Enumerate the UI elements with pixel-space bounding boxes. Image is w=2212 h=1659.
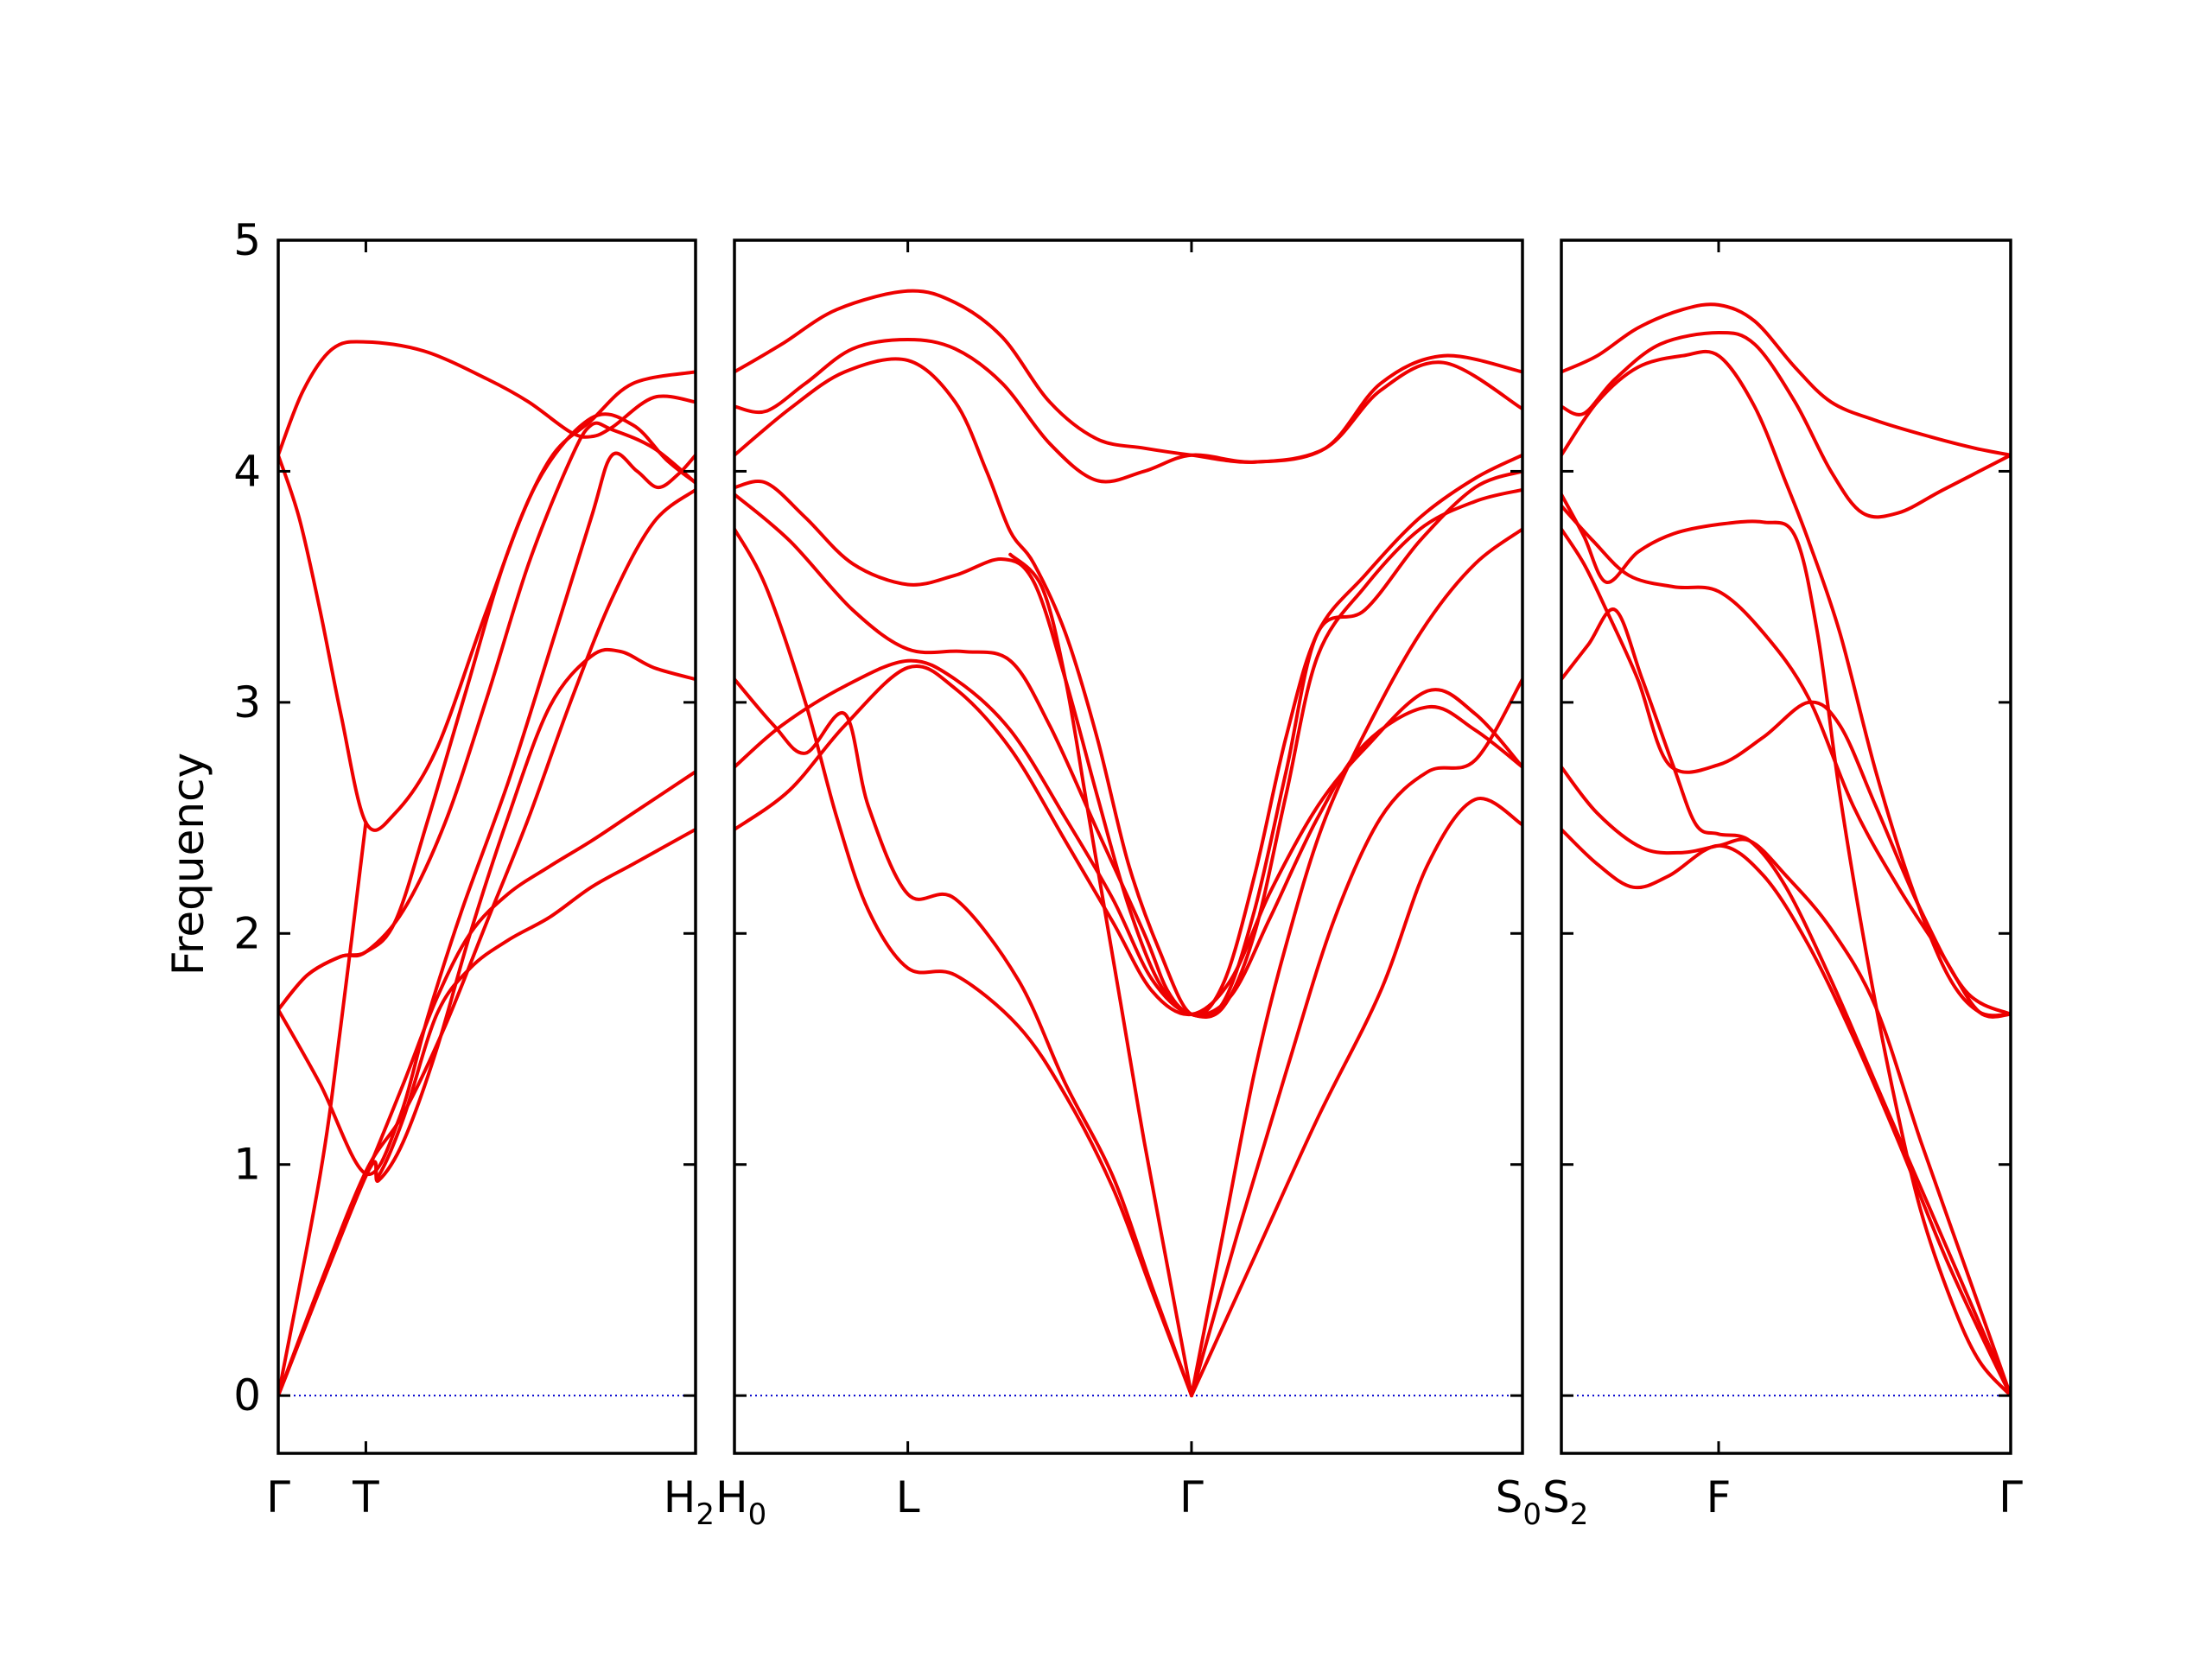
- band-line-3: [1561, 349, 2011, 1018]
- x-tick-label-1: L: [896, 1472, 920, 1522]
- x-tick-label-2: Γ: [1179, 1472, 1204, 1522]
- panel-frame: [1560, 238, 2012, 1455]
- x-tick-label-1: F: [1707, 1472, 1732, 1522]
- y-tick-label-0: 0: [233, 1370, 261, 1421]
- band-line-6: [734, 658, 1522, 1017]
- band-line-2: [278, 412, 696, 832]
- y-axis-tick-labels: 0 1 2 3 4 5: [233, 215, 261, 1421]
- band-lines: [734, 289, 1522, 1398]
- y-tick-label-3: 3: [233, 677, 261, 728]
- x-tick-label-2: Γ: [1999, 1472, 2023, 1522]
- band-line-5: [734, 487, 1522, 1019]
- band-line-3: [734, 357, 1522, 1018]
- band-line-4: [734, 469, 1522, 1019]
- panel-1: Γ T H2: [266, 238, 715, 1532]
- x-tick-label-0: S2: [1542, 1472, 1588, 1532]
- band-panels: Γ T H2 H0 L Γ S0 S2 F Γ: [266, 238, 2023, 1532]
- band-line-6: [1561, 527, 2011, 1016]
- band-line-8: [1561, 765, 2011, 1398]
- y-tick-label-5: 5: [233, 215, 261, 265]
- x-tick-label-0: Γ: [266, 1472, 290, 1522]
- band-line-4: [1561, 493, 2011, 1398]
- band-lines: [1561, 302, 2011, 1398]
- band-line-1: [278, 340, 696, 457]
- band-line-9: [364, 770, 696, 1179]
- band-line-1: [734, 289, 1522, 464]
- band-line-2: [1561, 331, 2011, 519]
- band-line-6: [278, 487, 696, 1398]
- band-line-10: [1190, 677, 1522, 1398]
- band-line-8: [734, 527, 1193, 1398]
- y-axis-label: Frequency: [163, 753, 213, 976]
- panel-frame: [276, 238, 697, 1455]
- band-line-5: [278, 820, 368, 1398]
- band-line-9: [734, 677, 1193, 1398]
- x-tick-label-0: H0: [715, 1472, 766, 1532]
- band-line-13: [1008, 552, 1193, 1398]
- band-line-11: [1190, 797, 1522, 1398]
- band-line-5: [1561, 504, 2011, 1019]
- band-line-12: [1190, 527, 1522, 1398]
- y-tick-label-1: 1: [233, 1140, 261, 1190]
- panel-2: H0 L Γ S0: [715, 238, 1541, 1532]
- y-tick-label-2: 2: [233, 908, 261, 958]
- panel-frame: [733, 238, 1524, 1455]
- x-tick-label-3: S0: [1496, 1472, 1541, 1532]
- y-tick-label-4: 4: [233, 446, 261, 496]
- band-line-2: [734, 338, 1522, 484]
- x-tick-label-1: T: [352, 1472, 379, 1522]
- band-line-1: [1561, 302, 2011, 457]
- band-line-7: [734, 664, 1522, 1017]
- x-tick-label-2: H2: [664, 1472, 715, 1532]
- panel-3: S2 F Γ: [1542, 238, 2023, 1532]
- band-line-10: [278, 421, 696, 1012]
- band-line-9: [1561, 827, 2011, 1398]
- band-lines: [278, 340, 696, 1398]
